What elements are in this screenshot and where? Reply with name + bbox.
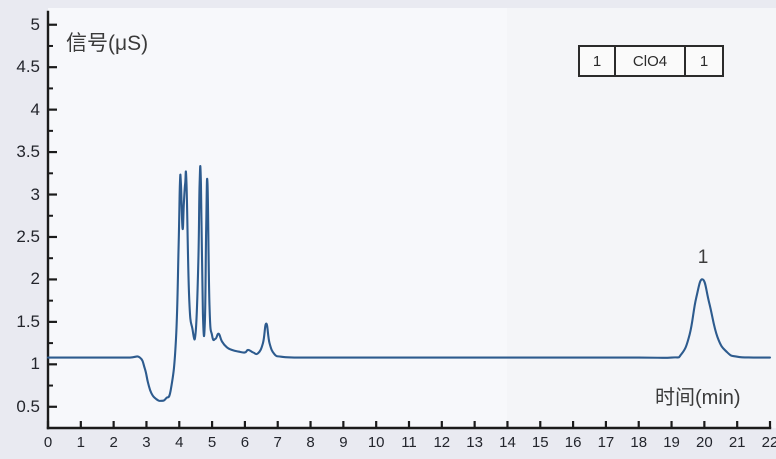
x-axis-tick-label: 15 bbox=[531, 434, 549, 451]
x-axis-tick-label: 14 bbox=[499, 434, 516, 451]
x-axis-tick-label: 4 bbox=[175, 434, 184, 451]
x-axis-tick-label: 17 bbox=[597, 434, 615, 451]
x-axis-tick-label: 3 bbox=[142, 434, 151, 451]
y-axis-label: 信号(μS) bbox=[66, 32, 149, 55]
y-axis-tick-label: 1.5 bbox=[16, 311, 40, 331]
x-axis-tick-label: 6 bbox=[240, 434, 250, 451]
x-axis-tick-label: 12 bbox=[433, 434, 451, 451]
y-axis-tick-label: 3.5 bbox=[16, 142, 40, 162]
y-axis-tick-label: 4.5 bbox=[16, 57, 40, 77]
y-axis-tick-label: 4 bbox=[30, 99, 40, 119]
x-axis-tick-label: 5 bbox=[207, 434, 217, 451]
x-axis-tick-label: 18 bbox=[630, 434, 648, 451]
x-axis-tick-label: 1 bbox=[76, 434, 85, 451]
y-axis-tick-label: 3 bbox=[30, 184, 40, 204]
x-axis-tick-label: 2 bbox=[109, 434, 118, 451]
y-axis-tick-label: 1 bbox=[30, 354, 40, 374]
x-axis-tick-label: 0 bbox=[43, 434, 53, 451]
signal-trace bbox=[46, 165, 772, 402]
y-axis-tick-label: 2.5 bbox=[16, 226, 40, 246]
legend-compound-name: ClO4 bbox=[616, 47, 686, 75]
x-axis-tick-label: 8 bbox=[306, 434, 315, 451]
peak-label: 1 bbox=[697, 247, 709, 269]
x-axis-label: 时间(min) bbox=[655, 387, 741, 409]
x-axis-tick-label: 10 bbox=[367, 434, 385, 451]
y-axis-tick-label: 5 bbox=[30, 14, 40, 34]
y-axis-tick-label: 2 bbox=[30, 269, 40, 289]
data-trace-group bbox=[46, 165, 772, 402]
legend-peak-index-left: 1 bbox=[580, 47, 616, 75]
x-axis-tick-label: 16 bbox=[564, 434, 582, 451]
axis-group bbox=[46, 10, 772, 430]
x-axis-tick-label: 13 bbox=[466, 434, 483, 451]
x-axis-tick-label: 21 bbox=[728, 434, 746, 451]
x-axis-tick-label: 7 bbox=[273, 434, 282, 451]
x-axis-tick-label: 22 bbox=[761, 434, 776, 451]
legend-box: 1 ClO4 1 bbox=[578, 45, 724, 77]
x-axis-tick-label: 19 bbox=[663, 434, 680, 451]
x-axis-tick-label: 11 bbox=[401, 434, 417, 451]
y-axis-tick-label: 0.5 bbox=[16, 396, 40, 416]
x-axis-tick-label: 20 bbox=[696, 434, 713, 451]
x-axis-tick-label: 9 bbox=[339, 434, 348, 451]
legend-peak-index-right: 1 bbox=[699, 52, 709, 70]
